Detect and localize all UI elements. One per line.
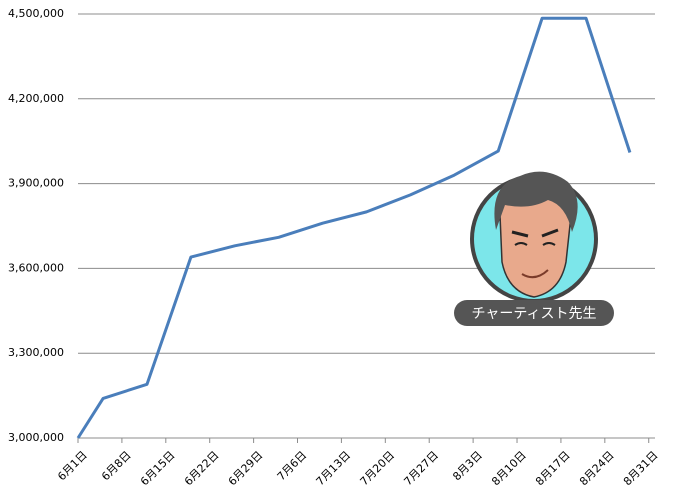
- x-tick-label: 7月20日: [357, 449, 397, 489]
- x-tick-label: 6月1日: [55, 449, 90, 484]
- x-tick-label: 7月6日: [275, 449, 310, 484]
- x-tick-label: 8月31日: [621, 449, 661, 489]
- badge-label: チャーティスト先生: [471, 306, 596, 322]
- x-tick-label: 6月8日: [99, 449, 134, 484]
- y-tick-label: 3,300,000: [8, 346, 64, 359]
- y-tick-label: 3,900,000: [8, 177, 64, 190]
- x-tick-label: 6月29日: [226, 449, 266, 489]
- x-tick-label: 8月10日: [489, 449, 529, 489]
- avatar: チャーティスト先生: [454, 171, 614, 326]
- y-tick-label: 3,000,000: [8, 431, 64, 444]
- line: [76, 16, 632, 439]
- x-tick-label: 6月15日: [138, 449, 178, 489]
- x-tick-label: 8月17日: [533, 449, 573, 489]
- x-tick-label: 8月24日: [577, 449, 617, 489]
- y-tick-label: 4,500,000: [8, 7, 64, 20]
- x-tick-label: 7月13日: [314, 449, 354, 489]
- x-tick-label: 6月22日: [182, 449, 222, 489]
- y-tick-label: 3,600,000: [8, 261, 64, 274]
- x-tick-label: 8月3日: [450, 449, 485, 484]
- y-tick-label: 4,200,000: [8, 92, 64, 105]
- x-tick-label: 7月27日: [401, 449, 441, 489]
